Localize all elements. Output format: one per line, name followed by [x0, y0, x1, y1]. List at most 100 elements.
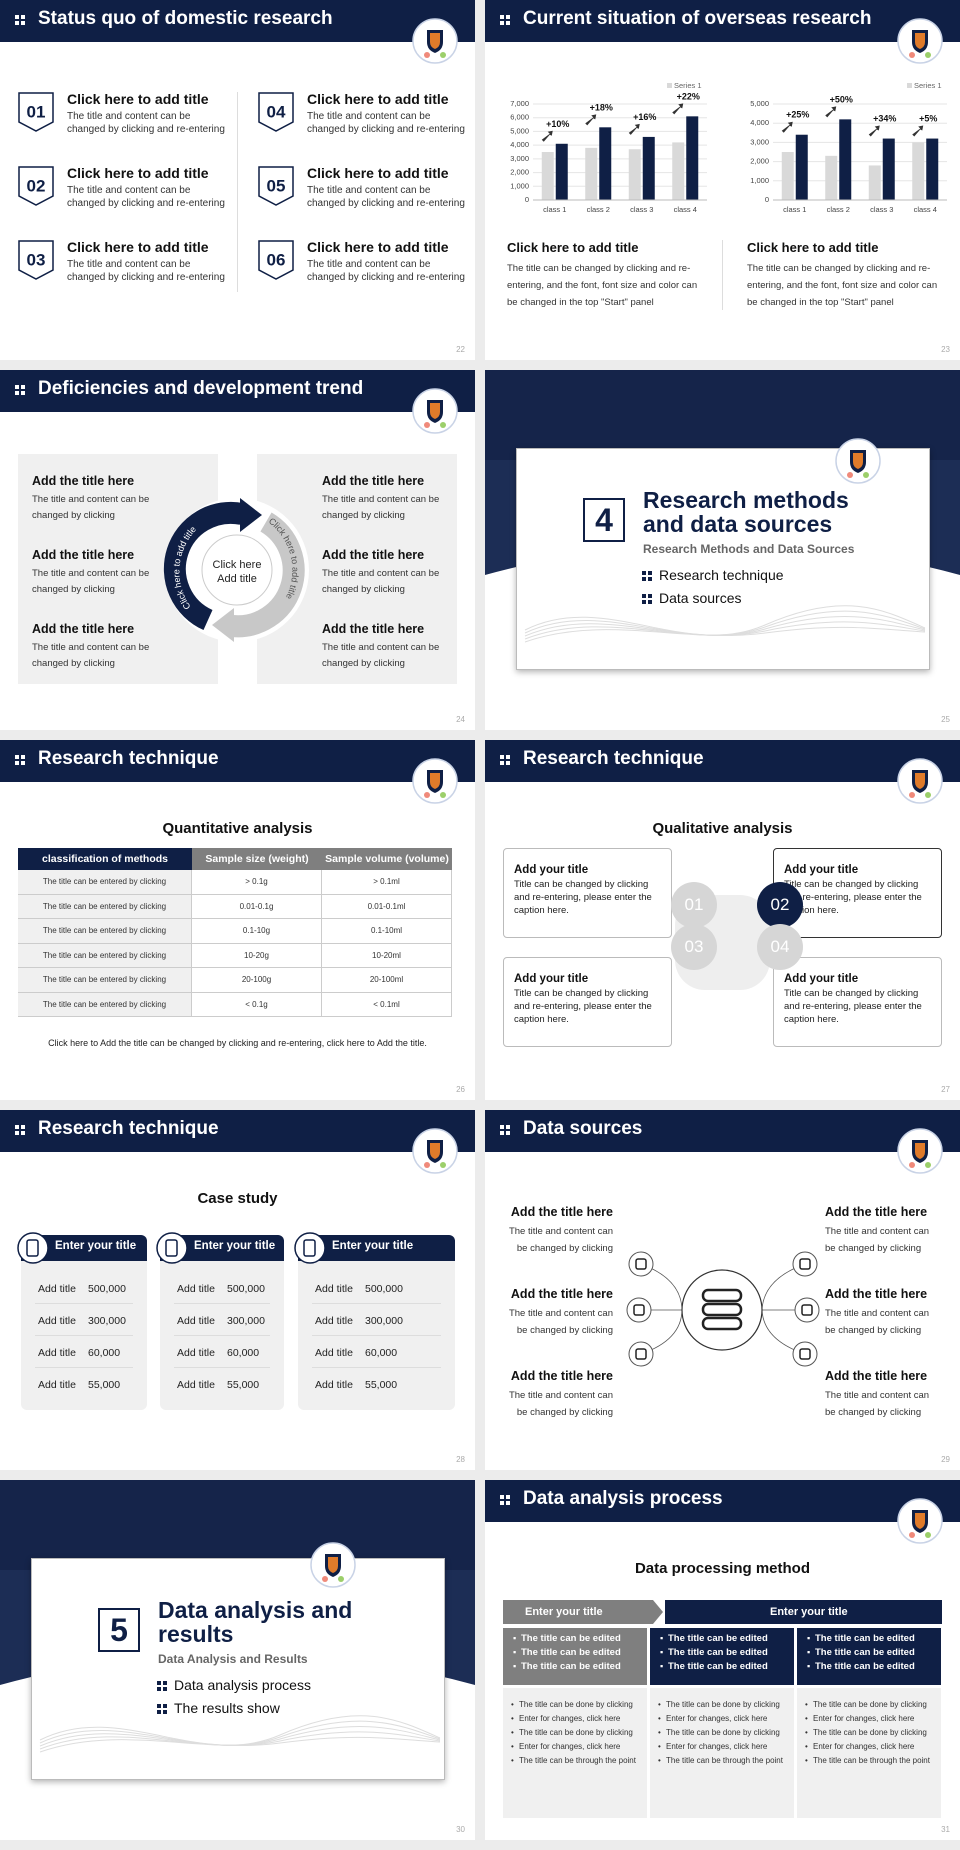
row-line — [312, 1303, 441, 1304]
tab — [503, 1600, 653, 1624]
list-dot: • — [511, 1714, 514, 1723]
number-circle: 03 — [671, 924, 717, 970]
badge — [18, 92, 54, 132]
column-head-item: The title can be edited — [815, 1647, 915, 1658]
row-label: Add title — [315, 1347, 353, 1359]
box-title: Add your title — [784, 973, 859, 985]
list-item: The title can be done by clicking — [666, 1700, 780, 1709]
caption-title: Click here to add title — [507, 240, 639, 255]
dot — [15, 15, 19, 19]
y-tick-label: 1,000 — [510, 181, 529, 190]
divider — [722, 240, 723, 310]
graphic — [897, 18, 943, 64]
x-tick-label: class 1 — [783, 205, 806, 214]
bar — [541, 152, 554, 200]
legend-label: Series 1 — [674, 81, 702, 90]
row-label: Add title — [315, 1315, 353, 1327]
graphic — [897, 1128, 943, 1174]
graphic — [500, 1495, 510, 1505]
row-label: Add title — [315, 1283, 353, 1295]
hub — [681, 1269, 763, 1351]
item-title: Click here to add title — [307, 239, 449, 255]
row-value: 300,000 — [88, 1315, 126, 1327]
card-icon-glyph — [303, 1239, 316, 1257]
slide: 28 Research technique Case study Enter your… — [0, 1110, 475, 1470]
item-title: Click here to add title — [307, 91, 449, 107]
table-cell: The title can be entered by clicking — [18, 870, 192, 895]
logo-flower — [424, 422, 430, 428]
list-item: Enter for changes, click here — [813, 1714, 915, 1723]
graphic — [500, 1125, 510, 1135]
box-text: Title can be changed by clicking and re-… — [784, 879, 922, 916]
row-line — [174, 1303, 270, 1304]
table-cell: The title can be entered by clicking — [18, 968, 192, 993]
header-bar — [485, 1480, 960, 1522]
row-label: Add title — [177, 1347, 215, 1359]
slide: 26 Research technique Quantitative analysi… — [0, 740, 475, 1100]
section-subtitle: Data Analysis and Results — [158, 1652, 308, 1666]
number-circle: 01 — [671, 882, 717, 928]
y-tick-label: 2,000 — [750, 157, 769, 166]
row-label: Add title — [177, 1315, 215, 1327]
slide: 25 4 Research methods and data sources Rese… — [485, 370, 960, 730]
card-title: Enter your title — [55, 1240, 137, 1252]
head-dot: ▪ — [513, 1661, 517, 1671]
tab-arrow — [653, 1600, 663, 1624]
list-dot: • — [805, 1728, 808, 1737]
logo-shield-inner — [853, 453, 863, 469]
dot — [506, 761, 510, 765]
row-label: Add title — [38, 1283, 76, 1295]
trend-arrow — [628, 123, 640, 135]
item-title: Add the title here — [825, 1287, 928, 1301]
bar — [628, 149, 641, 200]
list-dot: • — [511, 1756, 514, 1765]
hub-icon — [701, 1302, 743, 1317]
y-tick-label: 3,000 — [750, 137, 769, 146]
row-line — [312, 1367, 441, 1368]
dot — [642, 577, 646, 581]
graphic — [626, 1251, 820, 1367]
bar — [926, 138, 939, 200]
node — [628, 1251, 654, 1277]
graphic — [897, 758, 943, 804]
card-icon — [294, 1232, 326, 1264]
slide-title: Data analysis process — [523, 1488, 723, 1509]
page-number: 28 — [456, 1455, 465, 1464]
page-number: 24 — [456, 715, 465, 724]
wave — [524, 626, 926, 643]
page-number: 31 — [941, 1825, 950, 1834]
page-number: 29 — [941, 1455, 950, 1464]
row-line — [312, 1335, 441, 1336]
list-item: The title can be done by clicking — [519, 1700, 633, 1709]
graphic — [15, 15, 25, 25]
node — [792, 1341, 818, 1367]
dot — [500, 1131, 504, 1135]
dot — [157, 1710, 161, 1714]
dot — [157, 1681, 161, 1685]
y-tick-label: 0 — [765, 195, 769, 204]
logo-flower — [909, 1532, 915, 1538]
list-item: The title can be done by clicking — [813, 1700, 927, 1709]
list-item: Enter for changes, click here — [519, 1742, 621, 1751]
dot — [500, 755, 504, 759]
item-text: The title and content can be changed by … — [67, 259, 225, 283]
box-title: Add your title — [784, 864, 859, 876]
card — [516, 448, 930, 670]
table-note: Click here to Add the title can be chang… — [48, 1038, 427, 1048]
dot — [15, 21, 19, 25]
table-cell: 0.1-10ml — [322, 919, 452, 944]
trend-arrow — [672, 103, 684, 115]
dot — [500, 15, 504, 19]
dot — [163, 1704, 167, 1708]
bar — [599, 127, 612, 200]
item-title: Add the title here — [825, 1369, 928, 1383]
page-number: 22 — [456, 345, 465, 354]
dot — [21, 391, 25, 395]
slide-title: Status quo of domestic research — [38, 8, 333, 29]
table-cell: < 0.1ml — [322, 992, 452, 1017]
logo-flower — [909, 1162, 915, 1168]
box-text: Title can be changed by clicking and re-… — [514, 879, 652, 916]
trend-arrow — [585, 114, 597, 126]
bar — [686, 116, 699, 200]
